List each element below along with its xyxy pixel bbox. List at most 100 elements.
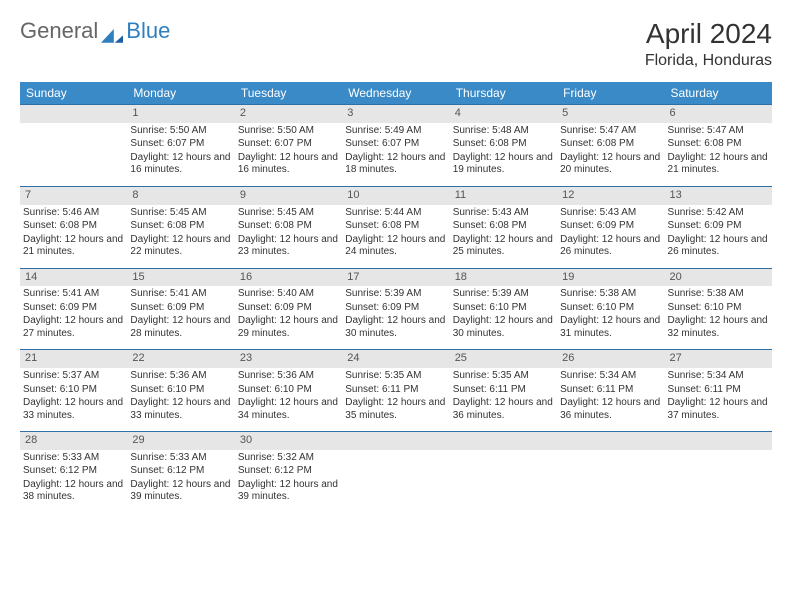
day-body: Sunrise: 5:41 AMSunset: 6:09 PMDaylight:… — [127, 286, 234, 349]
day-number: 12 — [557, 187, 664, 205]
sunset-line: Sunset: 6:10 PM — [130, 384, 231, 397]
sunset-line: Sunset: 6:09 PM — [560, 220, 661, 233]
calendar-day-cell — [450, 432, 557, 513]
logo: General Blue — [20, 18, 170, 44]
logo-sail-icon — [101, 24, 123, 38]
sunset-line: Sunset: 6:08 PM — [453, 138, 554, 151]
sunset-line: Sunset: 6:09 PM — [345, 302, 446, 315]
daylight-line: Daylight: 12 hours and 32 minutes. — [668, 315, 769, 340]
day-body — [450, 450, 557, 460]
sunset-line: Sunset: 6:08 PM — [130, 220, 231, 233]
day-number — [20, 105, 127, 123]
calendar-day-cell: 10Sunrise: 5:44 AMSunset: 6:08 PMDayligh… — [342, 186, 449, 268]
sunrise-line: Sunrise: 5:33 AM — [130, 452, 231, 465]
sunset-line: Sunset: 6:07 PM — [238, 138, 339, 151]
day-body: Sunrise: 5:36 AMSunset: 6:10 PMDaylight:… — [127, 368, 234, 431]
day-number: 13 — [665, 187, 772, 205]
sunrise-line: Sunrise: 5:34 AM — [668, 370, 769, 383]
daylight-line: Daylight: 12 hours and 38 minutes. — [23, 479, 124, 504]
calendar-day-cell: 29Sunrise: 5:33 AMSunset: 6:12 PMDayligh… — [127, 432, 234, 513]
calendar-day-cell: 24Sunrise: 5:35 AMSunset: 6:11 PMDayligh… — [342, 350, 449, 432]
daylight-line: Daylight: 12 hours and 33 minutes. — [23, 397, 124, 422]
calendar-day-cell: 3Sunrise: 5:49 AMSunset: 6:07 PMDaylight… — [342, 105, 449, 187]
sunrise-line: Sunrise: 5:50 AM — [130, 125, 231, 138]
day-number: 28 — [20, 432, 127, 450]
calendar-day-cell: 26Sunrise: 5:34 AMSunset: 6:11 PMDayligh… — [557, 350, 664, 432]
day-body — [665, 450, 772, 460]
sunrise-line: Sunrise: 5:41 AM — [23, 288, 124, 301]
calendar-day-cell: 6Sunrise: 5:47 AMSunset: 6:08 PMDaylight… — [665, 105, 772, 187]
calendar-day-cell: 12Sunrise: 5:43 AMSunset: 6:09 PMDayligh… — [557, 186, 664, 268]
daylight-line: Daylight: 12 hours and 28 minutes. — [130, 315, 231, 340]
day-number: 7 — [20, 187, 127, 205]
sunrise-line: Sunrise: 5:48 AM — [453, 125, 554, 138]
day-number: 18 — [450, 269, 557, 287]
day-body: Sunrise: 5:39 AMSunset: 6:09 PMDaylight:… — [342, 286, 449, 349]
day-number: 20 — [665, 269, 772, 287]
calendar-day-cell — [20, 105, 127, 187]
daylight-line: Daylight: 12 hours and 24 minutes. — [345, 234, 446, 259]
calendar-day-cell: 4Sunrise: 5:48 AMSunset: 6:08 PMDaylight… — [450, 105, 557, 187]
calendar-day-cell: 23Sunrise: 5:36 AMSunset: 6:10 PMDayligh… — [235, 350, 342, 432]
day-number: 3 — [342, 105, 449, 123]
day-body: Sunrise: 5:50 AMSunset: 6:07 PMDaylight:… — [127, 123, 234, 186]
day-body: Sunrise: 5:46 AMSunset: 6:08 PMDaylight:… — [20, 205, 127, 268]
day-number: 29 — [127, 432, 234, 450]
weekday-header: Wednesday — [342, 82, 449, 105]
calendar-day-cell: 19Sunrise: 5:38 AMSunset: 6:10 PMDayligh… — [557, 268, 664, 350]
sunrise-line: Sunrise: 5:44 AM — [345, 207, 446, 220]
sunset-line: Sunset: 6:09 PM — [23, 302, 124, 315]
day-body: Sunrise: 5:42 AMSunset: 6:09 PMDaylight:… — [665, 205, 772, 268]
day-number: 6 — [665, 105, 772, 123]
sunrise-line: Sunrise: 5:35 AM — [453, 370, 554, 383]
calendar-body: 1Sunrise: 5:50 AMSunset: 6:07 PMDaylight… — [20, 105, 772, 513]
weekday-header: Saturday — [665, 82, 772, 105]
sunset-line: Sunset: 6:12 PM — [23, 465, 124, 478]
weekday-header: Friday — [557, 82, 664, 105]
daylight-line: Daylight: 12 hours and 34 minutes. — [238, 397, 339, 422]
day-body: Sunrise: 5:45 AMSunset: 6:08 PMDaylight:… — [127, 205, 234, 268]
day-number: 25 — [450, 350, 557, 368]
sunrise-line: Sunrise: 5:47 AM — [668, 125, 769, 138]
calendar-day-cell: 22Sunrise: 5:36 AMSunset: 6:10 PMDayligh… — [127, 350, 234, 432]
calendar-week-row: 28Sunrise: 5:33 AMSunset: 6:12 PMDayligh… — [20, 432, 772, 513]
day-body: Sunrise: 5:45 AMSunset: 6:08 PMDaylight:… — [235, 205, 342, 268]
day-body: Sunrise: 5:41 AMSunset: 6:09 PMDaylight:… — [20, 286, 127, 349]
day-body: Sunrise: 5:39 AMSunset: 6:10 PMDaylight:… — [450, 286, 557, 349]
sunrise-line: Sunrise: 5:39 AM — [453, 288, 554, 301]
sunrise-line: Sunrise: 5:37 AM — [23, 370, 124, 383]
daylight-line: Daylight: 12 hours and 27 minutes. — [23, 315, 124, 340]
daylight-line: Daylight: 12 hours and 33 minutes. — [130, 397, 231, 422]
day-body: Sunrise: 5:50 AMSunset: 6:07 PMDaylight:… — [235, 123, 342, 186]
weekday-header: Tuesday — [235, 82, 342, 105]
day-body: Sunrise: 5:38 AMSunset: 6:10 PMDaylight:… — [557, 286, 664, 349]
day-body: Sunrise: 5:47 AMSunset: 6:08 PMDaylight:… — [665, 123, 772, 186]
day-number — [665, 432, 772, 450]
sunset-line: Sunset: 6:08 PM — [345, 220, 446, 233]
calendar-day-cell: 27Sunrise: 5:34 AMSunset: 6:11 PMDayligh… — [665, 350, 772, 432]
day-body — [20, 123, 127, 133]
day-body — [342, 450, 449, 460]
sunset-line: Sunset: 6:08 PM — [238, 220, 339, 233]
calendar-week-row: 7Sunrise: 5:46 AMSunset: 6:08 PMDaylight… — [20, 186, 772, 268]
sunrise-line: Sunrise: 5:43 AM — [453, 207, 554, 220]
day-body: Sunrise: 5:35 AMSunset: 6:11 PMDaylight:… — [342, 368, 449, 431]
daylight-line: Daylight: 12 hours and 35 minutes. — [345, 397, 446, 422]
sunrise-line: Sunrise: 5:50 AM — [238, 125, 339, 138]
title-block: April 2024 Florida, Honduras — [645, 18, 772, 70]
sunrise-line: Sunrise: 5:40 AM — [238, 288, 339, 301]
day-number: 26 — [557, 350, 664, 368]
calendar-day-cell: 7Sunrise: 5:46 AMSunset: 6:08 PMDaylight… — [20, 186, 127, 268]
day-body: Sunrise: 5:38 AMSunset: 6:10 PMDaylight:… — [665, 286, 772, 349]
calendar-day-cell — [342, 432, 449, 513]
day-body: Sunrise: 5:49 AMSunset: 6:07 PMDaylight:… — [342, 123, 449, 186]
logo-text-1: General — [20, 18, 98, 44]
sunset-line: Sunset: 6:08 PM — [453, 220, 554, 233]
day-number: 14 — [20, 269, 127, 287]
day-number — [342, 432, 449, 450]
day-body: Sunrise: 5:33 AMSunset: 6:12 PMDaylight:… — [20, 450, 127, 513]
calendar-day-cell: 13Sunrise: 5:42 AMSunset: 6:09 PMDayligh… — [665, 186, 772, 268]
daylight-line: Daylight: 12 hours and 39 minutes. — [238, 479, 339, 504]
day-body: Sunrise: 5:33 AMSunset: 6:12 PMDaylight:… — [127, 450, 234, 513]
sunrise-line: Sunrise: 5:32 AM — [238, 452, 339, 465]
